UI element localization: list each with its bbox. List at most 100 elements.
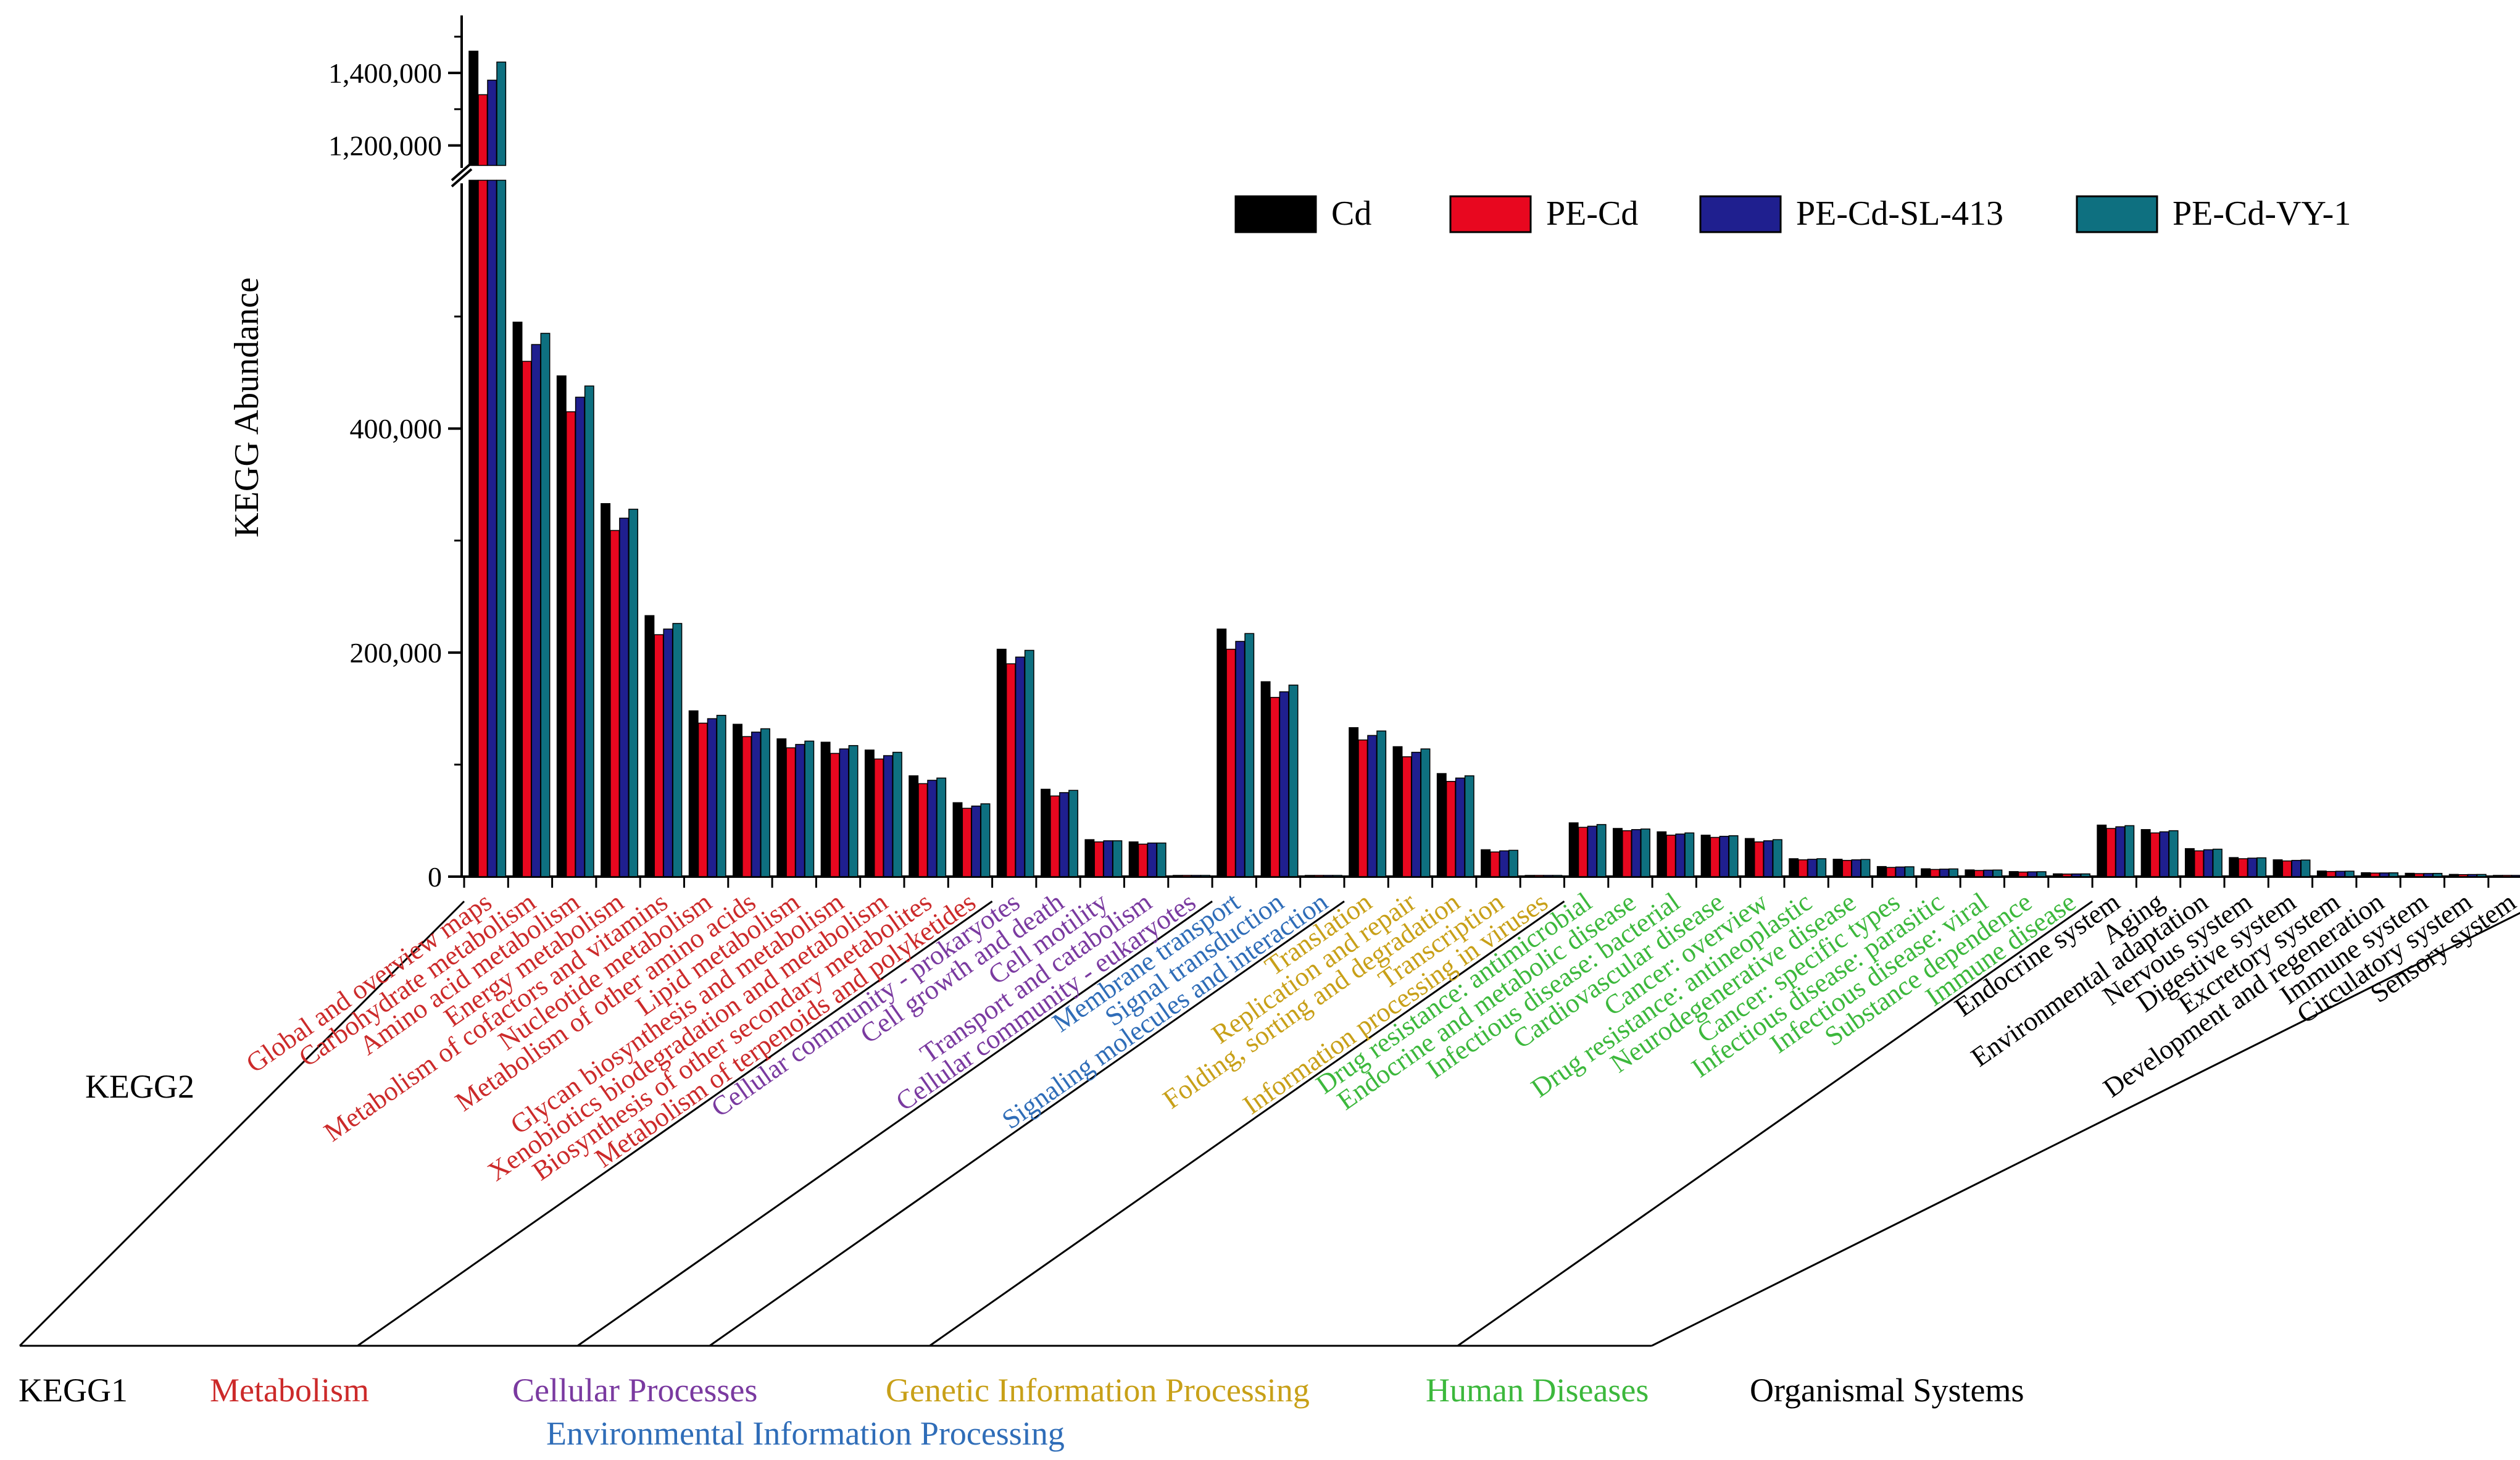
bar <box>2467 874 2477 877</box>
bar <box>619 517 630 877</box>
bar <box>909 775 919 877</box>
bar <box>971 805 981 877</box>
bar <box>2027 871 2037 877</box>
bar <box>804 740 815 877</box>
bar <box>2476 874 2487 877</box>
bar <box>2008 871 2019 877</box>
bar <box>1084 839 1095 877</box>
bar <box>742 736 752 877</box>
bar <box>2140 829 2151 877</box>
bar <box>2316 870 2327 877</box>
kegg1-group-separator <box>357 900 993 1347</box>
bar <box>1587 825 1597 877</box>
bar <box>1596 824 1607 877</box>
bar <box>1921 868 1931 877</box>
bar <box>1983 869 1994 877</box>
bar <box>1304 875 1315 877</box>
axis-break-mark <box>451 162 473 181</box>
bar <box>468 180 479 877</box>
bar <box>1622 830 1632 877</box>
bar <box>1455 777 1465 877</box>
bar <box>2106 828 2116 877</box>
bar <box>1137 843 1148 877</box>
bar <box>820 741 831 877</box>
bar <box>1684 832 1695 877</box>
bar <box>2300 859 2311 877</box>
bar <box>1904 866 1915 877</box>
bar <box>2458 874 2468 877</box>
bar <box>1524 875 1535 877</box>
y-tick-label: 200,000 <box>350 637 443 669</box>
bar <box>1200 875 1210 877</box>
bar <box>2229 857 2239 877</box>
bar <box>1568 822 1579 877</box>
bar <box>864 749 875 877</box>
bar <box>1173 875 1183 877</box>
bar <box>1103 840 1113 877</box>
y-tick-label: 0 <box>428 861 442 893</box>
bar <box>2184 848 2195 877</box>
bar <box>2493 875 2503 877</box>
bar <box>1700 835 1711 877</box>
bar <box>1543 875 1553 877</box>
bar <box>873 758 884 877</box>
bar <box>1860 859 1871 877</box>
bar <box>1349 727 1359 877</box>
bar <box>2238 858 2248 877</box>
bar <box>848 745 859 877</box>
bar <box>1832 859 1843 877</box>
legend-label: PE-Cd-SL-413 <box>1796 194 2003 233</box>
bar <box>1024 649 1034 877</box>
bar <box>2124 825 2135 877</box>
axes-layer: 0 200,000 400,000 1,200,000 1,400,000 KEGG Ab… <box>19 15 2520 1347</box>
y-axis-title: KEGG Abundance <box>228 277 266 537</box>
bar <box>2203 849 2213 877</box>
bar <box>1578 827 1588 877</box>
bar <box>980 803 991 877</box>
bar <box>1499 850 1510 877</box>
bar <box>1886 867 1896 877</box>
bar <box>540 333 551 877</box>
bar <box>2115 826 2126 877</box>
bar <box>1436 773 1447 877</box>
bar <box>2247 857 2258 877</box>
legend-label: PE-Cd-VY-1 <box>2173 194 2351 233</box>
bar <box>1481 849 1491 877</box>
bar <box>1376 730 1387 877</box>
bar <box>1260 681 1271 877</box>
bar <box>1147 842 1157 877</box>
bar <box>1753 841 1764 877</box>
bar <box>2036 871 2047 877</box>
bar <box>1191 875 1201 877</box>
bar <box>1992 869 2003 877</box>
bar <box>2370 872 2381 877</box>
bar <box>996 648 1007 877</box>
bar <box>1772 839 1782 877</box>
bar <box>2423 873 2434 877</box>
kegg1-group-label: Human Diseases <box>1426 1372 1649 1409</box>
bar <box>786 747 796 877</box>
bar <box>2414 873 2424 877</box>
bar <box>688 710 699 877</box>
bar <box>2335 870 2345 877</box>
bar <box>1552 875 1563 877</box>
bar <box>2291 859 2302 877</box>
bar <box>2282 860 2292 877</box>
bar <box>1763 840 1773 877</box>
bar <box>1613 828 1623 877</box>
bar <box>2168 830 2179 877</box>
bar <box>883 755 893 877</box>
bar <box>644 615 655 877</box>
bar <box>1050 795 1060 877</box>
bar <box>496 61 507 166</box>
bar <box>1948 868 1959 877</box>
kegg1-group-label: Genetic Information Processing <box>886 1372 1310 1409</box>
kegg2-level-label: KEGG2 <box>85 1068 194 1105</box>
bar <box>1798 859 1808 877</box>
bar <box>1402 756 1412 877</box>
kegg2-frame-right <box>1651 912 2520 1347</box>
bar <box>2053 873 2063 877</box>
bar <box>952 802 963 877</box>
